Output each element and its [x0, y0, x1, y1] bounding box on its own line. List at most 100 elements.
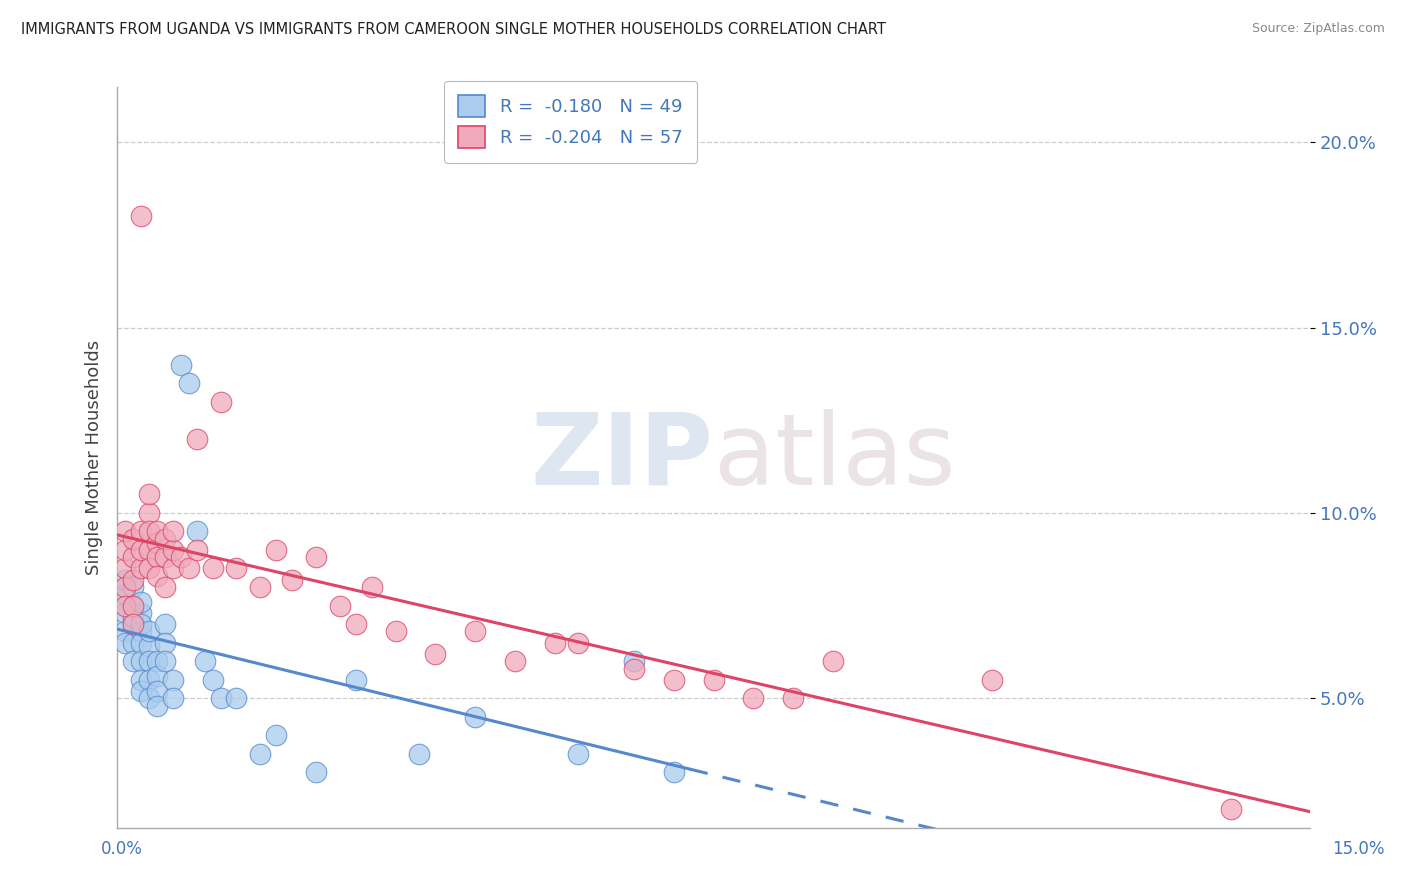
Y-axis label: Single Mother Households: Single Mother Households: [86, 340, 103, 574]
Point: [114, 606, 136, 620]
Point: [209, 691, 232, 706]
Point: [186, 432, 208, 446]
Point: [662, 765, 685, 780]
Point: [114, 543, 136, 558]
Point: [129, 624, 152, 639]
Point: [146, 698, 169, 713]
Point: [408, 747, 430, 761]
Point: [201, 561, 224, 575]
Point: [114, 524, 136, 539]
Point: [209, 394, 232, 409]
Point: [264, 728, 287, 742]
Point: [122, 654, 145, 668]
Point: [122, 580, 145, 594]
Point: [249, 580, 271, 594]
Point: [129, 635, 152, 649]
Point: [122, 573, 145, 587]
Point: [225, 691, 247, 706]
Point: [114, 580, 136, 594]
Point: [162, 543, 184, 558]
Point: [122, 609, 145, 624]
Point: [623, 654, 645, 668]
Point: [138, 640, 160, 654]
Text: atlas: atlas: [714, 409, 955, 506]
Point: [114, 573, 136, 587]
Point: [703, 673, 725, 687]
Point: [782, 691, 804, 706]
Point: [122, 532, 145, 546]
Point: [344, 673, 367, 687]
Point: [138, 624, 160, 639]
Point: [360, 580, 382, 594]
Point: [138, 487, 160, 501]
Point: [129, 617, 152, 632]
Point: [177, 376, 200, 391]
Point: [153, 532, 176, 546]
Point: [153, 635, 176, 649]
Point: [170, 550, 193, 565]
Point: [264, 543, 287, 558]
Point: [249, 747, 271, 761]
Point: [464, 710, 486, 724]
Point: [170, 358, 193, 372]
Point: [138, 506, 160, 520]
Point: [425, 647, 447, 661]
Point: [153, 580, 176, 594]
Point: [623, 661, 645, 675]
Point: [177, 561, 200, 575]
Text: IMMIGRANTS FROM UGANDA VS IMMIGRANTS FROM CAMEROON SINGLE MOTHER HOUSEHOLDS CORR: IMMIGRANTS FROM UGANDA VS IMMIGRANTS FRO…: [21, 22, 886, 37]
Point: [146, 654, 169, 668]
Text: Source: ZipAtlas.com: Source: ZipAtlas.com: [1251, 22, 1385, 36]
Point: [162, 561, 184, 575]
Point: [162, 691, 184, 706]
Point: [146, 535, 169, 549]
Point: [305, 550, 328, 565]
Point: [122, 599, 145, 613]
Point: [129, 524, 152, 539]
Point: [503, 654, 526, 668]
Point: [742, 691, 765, 706]
Point: [1219, 802, 1241, 816]
Point: [129, 606, 152, 620]
Point: [129, 543, 152, 558]
Point: [464, 624, 486, 639]
Point: [114, 587, 136, 601]
Point: [129, 683, 152, 698]
Point: [981, 673, 1004, 687]
Point: [114, 561, 136, 575]
Point: [162, 524, 184, 539]
Point: [305, 765, 328, 780]
Point: [146, 669, 169, 683]
Point: [129, 561, 152, 575]
Point: [567, 747, 589, 761]
Point: [114, 599, 136, 613]
Point: [194, 654, 217, 668]
Point: [129, 673, 152, 687]
Point: [146, 569, 169, 583]
Point: [122, 550, 145, 565]
Point: [146, 524, 169, 539]
Point: [129, 595, 152, 609]
Text: 0.0%: 0.0%: [101, 840, 143, 858]
Point: [153, 550, 176, 565]
Point: [821, 654, 844, 668]
Point: [138, 561, 160, 575]
Point: [138, 654, 160, 668]
Point: [344, 617, 367, 632]
Point: [114, 635, 136, 649]
Point: [543, 635, 565, 649]
Point: [122, 599, 145, 613]
Point: [186, 524, 208, 539]
Legend: R =  -0.180   N = 49, R =  -0.204   N = 57: R = -0.180 N = 49, R = -0.204 N = 57: [444, 81, 697, 162]
Point: [162, 673, 184, 687]
Point: [129, 210, 152, 224]
Point: [225, 561, 247, 575]
Point: [122, 617, 145, 632]
Point: [138, 543, 160, 558]
Point: [114, 624, 136, 639]
Point: [122, 635, 145, 649]
Point: [138, 691, 160, 706]
Point: [662, 673, 685, 687]
Point: [138, 524, 160, 539]
Point: [329, 599, 352, 613]
